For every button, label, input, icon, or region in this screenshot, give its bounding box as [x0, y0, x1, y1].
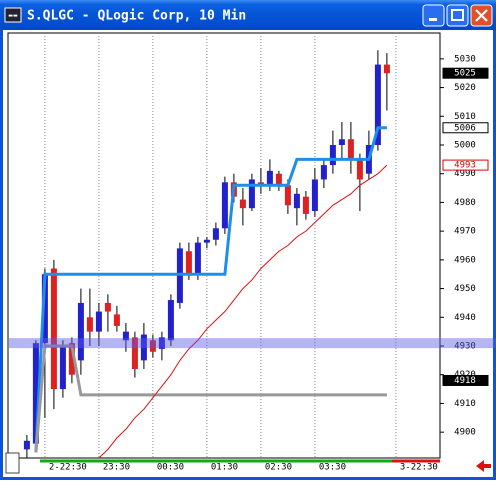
candle-body	[239, 199, 246, 209]
maximize-glyph	[451, 9, 464, 21]
app-icon[interactable]	[4, 7, 22, 23]
candle-body	[284, 185, 291, 206]
price-marker-label: 5025	[454, 69, 476, 79]
y-tick-label: 5030	[454, 54, 476, 64]
candle-body	[374, 64, 381, 145]
candle-body	[293, 193, 300, 209]
y-tick-label: 4930	[454, 342, 476, 352]
candle-body	[77, 302, 84, 361]
candle-body	[356, 159, 363, 180]
candle-body	[86, 317, 93, 332]
x-tick-label: 23:30	[103, 463, 130, 473]
candle-body	[41, 274, 48, 344]
candle-body	[320, 165, 327, 180]
candle-body	[32, 343, 39, 444]
y-tick-label: 4950	[454, 284, 476, 294]
y-tick-label: 4940	[454, 313, 476, 323]
candle-body	[266, 170, 273, 186]
window-title: S.QLGC - QLogic Corp, 10 Min	[27, 9, 246, 24]
candle-body	[23, 440, 30, 450]
indicator-line	[98, 164, 388, 459]
candle-body	[194, 242, 201, 275]
candle-body	[338, 139, 345, 145]
candle-body	[140, 334, 147, 361]
y-tick-label: 4910	[454, 399, 476, 409]
candle-body	[122, 331, 129, 341]
candle-body	[383, 64, 390, 74]
y-tick-label: 4900	[454, 428, 476, 438]
title-bar	[0, 0, 496, 30]
plot-area	[23, 33, 397, 459]
scroll-box[interactable]	[5, 452, 20, 474]
candle-body	[149, 340, 156, 352]
price-marker	[442, 122, 489, 134]
x-tick-label: 03:30	[319, 463, 346, 473]
price-marker-label: 4918	[454, 376, 476, 386]
x-tick-label: 00:30	[157, 463, 184, 473]
y-tick-label: 5010	[454, 112, 476, 122]
x-tick-label: 2-22:30	[49, 463, 87, 473]
y-tick-label: 4960	[454, 255, 476, 265]
price-marker	[442, 67, 489, 79]
candle-body	[203, 239, 210, 243]
y-tick-label: 4980	[454, 198, 476, 208]
candle-body	[104, 302, 111, 312]
candle-body	[311, 179, 318, 212]
candle-body	[68, 343, 75, 375]
maximize-button[interactable]	[446, 4, 469, 27]
close-glyph	[475, 9, 488, 22]
candle-body	[113, 314, 120, 326]
y-tick-label: 5020	[454, 83, 476, 93]
scroll-arrow[interactable]	[476, 460, 491, 472]
app-icon-glyph: ▬▬	[8, 13, 18, 19]
y-tick-label: 4990	[454, 169, 476, 179]
minimize-button[interactable]	[422, 4, 445, 27]
candle-body	[131, 337, 138, 369]
y-tick-label: 5000	[454, 140, 476, 150]
candle-body	[347, 139, 354, 160]
price-marker-label: 4993	[454, 161, 476, 171]
candle-body	[248, 179, 255, 209]
price-marker-label: 5006	[454, 123, 476, 133]
candle-body	[50, 268, 57, 390]
price-marker	[442, 159, 489, 171]
x-tick-label: 3-22:30	[400, 463, 438, 473]
candle-body	[185, 251, 192, 275]
candle-body	[302, 196, 309, 214]
candle-body	[212, 228, 219, 240]
candle-body	[158, 337, 165, 349]
candle-body	[167, 300, 174, 341]
x-tick-label: 02:30	[265, 463, 292, 473]
y-tick-label: 4970	[454, 227, 476, 237]
candle-body	[275, 173, 282, 186]
candle-body	[329, 144, 336, 166]
candle-body	[221, 182, 228, 229]
price-marker	[442, 374, 489, 386]
indicator-line	[34, 126, 387, 453]
indicator-line	[34, 344, 387, 453]
candle-body	[95, 311, 102, 332]
minimize-glyph	[429, 18, 437, 21]
candle-body	[59, 346, 66, 390]
x-tick-label: 01:30	[211, 463, 238, 473]
